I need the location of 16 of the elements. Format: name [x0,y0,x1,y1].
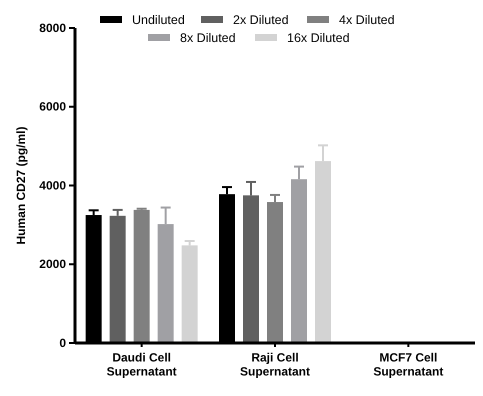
y-axis-title: Human CD27 (pg/ml) [14,126,28,245]
y-tick-label: 4000 [39,178,66,192]
legend-label: 2x Diluted [233,13,289,27]
legend-label: 16x Diluted [287,31,350,45]
y-tick-label: 2000 [39,257,66,272]
bar [182,245,198,343]
x-tick-label: MCF7 Cell Supernatant [373,350,444,378]
legend-label: 4x Diluted [339,13,395,27]
legend-label: Undiluted [132,13,185,27]
x-tick-label: Raji Cell Supernatant [240,350,310,378]
x-tick-label: Daudi Cell Supernatant [106,350,177,378]
y-tick-label: 6000 [39,100,66,114]
y-tick-label: 0 [59,336,66,350]
legend-label: 8x Diluted [180,31,236,45]
bar [134,210,150,343]
y-tick-label: 8000 [39,20,66,35]
